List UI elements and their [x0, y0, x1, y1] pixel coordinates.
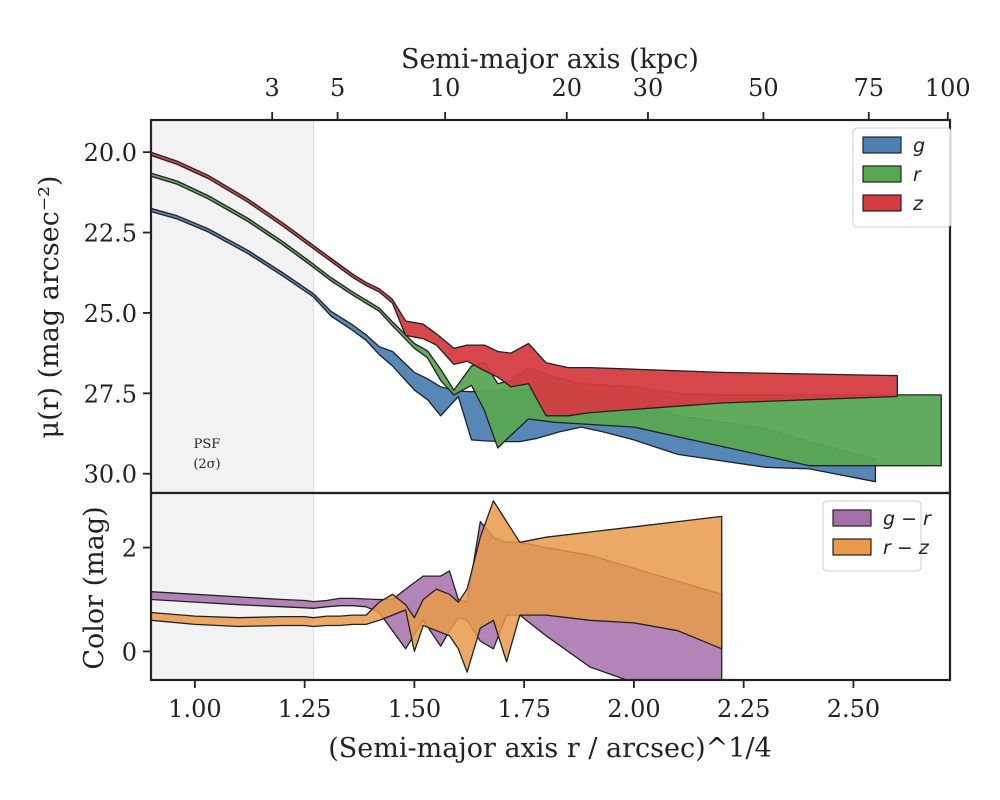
- color-bands: [151, 500, 723, 680]
- y-tick-label: 0: [122, 638, 137, 666]
- y-tick-label: 20.0: [84, 139, 137, 167]
- legend-swatch-r-z: [832, 538, 872, 556]
- x-tick-label: 1.00: [168, 695, 221, 723]
- top-axis-title: Semi-major axis (kpc): [401, 44, 699, 75]
- x-tick-label: 2.00: [607, 695, 660, 723]
- top-y-axis-title: μ(r) (mag arcsec⁻²): [34, 176, 65, 439]
- y-tick-label: 25.0: [84, 300, 137, 328]
- legend-swatch-z: [862, 194, 902, 212]
- top-tick-label: 75: [854, 74, 885, 102]
- y-tick-label: 27.5: [84, 380, 137, 408]
- top-tick-label: 5: [330, 74, 345, 102]
- x-tick-label: 1.50: [388, 695, 441, 723]
- x-tick-label: 2.50: [827, 695, 880, 723]
- legend-label-g-r: g − r: [883, 508, 932, 530]
- y-tick-label: 2: [122, 535, 137, 563]
- legend-swatch-r: [862, 165, 902, 183]
- legend-swatch-g: [862, 136, 902, 154]
- color-panel: 0 2 1.00 1.25 1.50 1.75 2.00 2.25 2.50 g − r r − z: [122, 491, 952, 723]
- top-tick-label: 10: [430, 74, 461, 102]
- color-legend: g − r r − z: [822, 500, 932, 572]
- x-axis-title: (Semi-major axis r / arcsec)^1/4: [328, 733, 771, 764]
- profile-legend: grz: [852, 127, 952, 228]
- y-tick-label: 22.5: [84, 220, 137, 248]
- profile-bands: [151, 151, 942, 483]
- x-tick-label: 1.75: [497, 695, 550, 723]
- x-tick-label: 2.25: [717, 695, 770, 723]
- psf-region: [151, 493, 314, 680]
- top-tick-label: 20: [551, 74, 582, 102]
- psf-label: PSF: [194, 437, 221, 452]
- legend-label-r-z: r − z: [883, 537, 930, 559]
- profile-panel: PSF (2σ) 20.0 22.5 25.0 27.5 30.0 3 5 10 20 30 50 75 1…: [84, 74, 971, 495]
- bottom-frame: [149, 491, 952, 682]
- legend-label-r: r: [913, 164, 922, 186]
- bottom-y-axis-title: Color (mag): [79, 506, 110, 669]
- legend-label-z: z: [912, 193, 924, 215]
- y-tick-label: 30.0: [84, 461, 137, 489]
- legend-swatch-g-r: [832, 509, 872, 527]
- top-tick-label: 3: [265, 74, 280, 102]
- legend-label-g: g: [913, 135, 925, 157]
- x-tick-label: 1.25: [278, 695, 331, 723]
- psf-region: [151, 120, 314, 493]
- band-z: [151, 151, 898, 417]
- psf-label-sigma: (2σ): [193, 457, 220, 472]
- top-tick-label: 50: [748, 74, 779, 102]
- top-tick-label: 100: [925, 74, 971, 102]
- band-r-z: [151, 500, 723, 673]
- top-tick-label: 30: [633, 74, 664, 102]
